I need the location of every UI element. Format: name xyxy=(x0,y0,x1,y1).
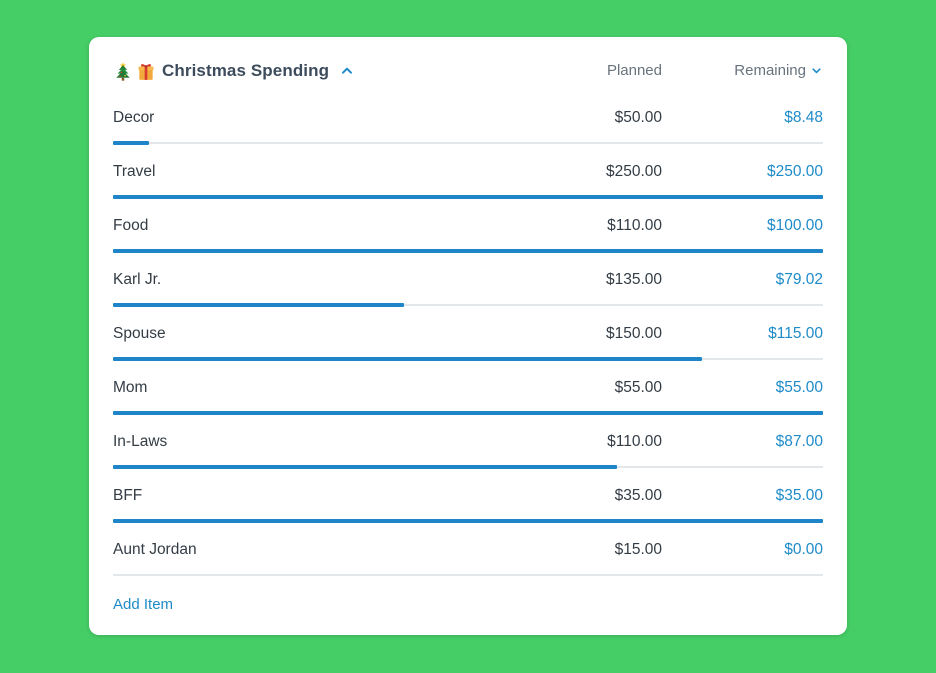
budget-item-planned-value[interactable]: $110.00 xyxy=(607,433,662,450)
column-header-planned: Planned xyxy=(606,62,662,79)
budget-item-planned-value[interactable]: $150.00 xyxy=(605,325,662,342)
progress-fill xyxy=(113,519,823,523)
budget-item-row[interactable]: Aunt Jordan $15.00 $0.00 xyxy=(113,523,823,577)
budget-item-progress-bar xyxy=(113,141,823,145)
progress-fill xyxy=(113,411,823,415)
progress-track xyxy=(113,574,823,576)
budget-item-remaining-value[interactable]: $115.00 xyxy=(768,325,823,342)
budget-item-name: Mom xyxy=(113,379,148,396)
progress-fill xyxy=(113,465,618,469)
budget-item-remaining-value[interactable]: $250.00 xyxy=(766,163,823,180)
budget-item-remaining-value[interactable]: $55.00 xyxy=(775,379,823,396)
budget-item-progress-bar xyxy=(113,519,823,523)
progress-fill xyxy=(113,357,703,361)
christmas-tree-icon xyxy=(113,61,133,82)
budget-item-row[interactable]: Travel $250.00 $250.00 xyxy=(113,145,823,199)
budget-item-planned-value[interactable]: $250.00 xyxy=(605,163,662,180)
gift-icon xyxy=(136,61,156,82)
budget-category-card: Christmas Spending Planned Remaining xyxy=(89,37,847,635)
category-footer: Add Item xyxy=(113,577,823,631)
budget-item-remaining-value[interactable]: $79.02 xyxy=(775,271,823,288)
progress-fill xyxy=(113,249,823,253)
budget-item-progress-bar xyxy=(113,357,823,361)
budget-item-remaining-value[interactable]: $8.48 xyxy=(784,109,823,126)
budget-item-name: In-Laws xyxy=(113,433,168,450)
budget-item-name: Aunt Jordan xyxy=(113,541,197,558)
budget-item-progress-bar xyxy=(113,411,823,415)
column-header-remaining-sort[interactable]: Remaining xyxy=(734,62,823,79)
budget-item-row[interactable]: BFF $35.00 $35.00 xyxy=(113,469,823,523)
budget-item-row[interactable]: Karl Jr. $135.00 $79.02 xyxy=(113,253,823,307)
budget-item-progress-bar xyxy=(113,249,823,253)
budget-item-planned-value[interactable]: $35.00 xyxy=(614,487,662,504)
progress-track xyxy=(113,304,823,306)
budget-item-name: Spouse xyxy=(113,325,166,342)
category-collapse-toggle[interactable]: Christmas Spending xyxy=(113,61,502,82)
chevron-up-icon xyxy=(339,63,355,79)
category-header: Christmas Spending Planned Remaining xyxy=(113,51,823,91)
budget-item-planned-value[interactable]: $135.00 xyxy=(605,271,662,288)
budget-item-progress-bar xyxy=(113,465,823,469)
budget-item-list: Decor $50.00 $8.48 Travel $250.00 $250.0… xyxy=(113,91,823,577)
budget-item-row[interactable]: Mom $55.00 $55.00 xyxy=(113,361,823,415)
budget-item-row[interactable]: In-Laws $110.00 $87.00 xyxy=(113,415,823,469)
budget-item-progress-bar xyxy=(113,573,823,577)
budget-item-planned-value[interactable]: $50.00 xyxy=(614,109,662,126)
budget-item-name: Karl Jr. xyxy=(113,271,162,288)
budget-item-remaining-value[interactable]: $100.00 xyxy=(766,217,823,234)
budget-item-planned-value[interactable]: $55.00 xyxy=(614,379,662,396)
budget-item-row[interactable]: Decor $50.00 $8.48 xyxy=(113,91,823,145)
budget-item-name: BFF xyxy=(113,487,143,504)
budget-item-planned-value[interactable]: $110.00 xyxy=(607,217,662,234)
category-title: Christmas Spending xyxy=(162,61,330,80)
budget-item-name: Decor xyxy=(113,109,155,126)
budget-item-remaining-value[interactable]: $87.00 xyxy=(775,433,823,450)
budget-item-remaining-value[interactable]: $35.00 xyxy=(775,487,823,504)
progress-fill xyxy=(113,141,149,145)
budget-item-progress-bar xyxy=(113,303,823,307)
column-header-remaining-label: Remaining xyxy=(734,62,806,79)
progress-track xyxy=(113,142,823,144)
progress-fill xyxy=(113,303,405,307)
budget-item-progress-bar xyxy=(113,195,823,199)
budget-item-name: Travel xyxy=(113,163,156,180)
budget-item-planned-value[interactable]: $15.00 xyxy=(614,541,662,558)
progress-fill xyxy=(113,195,823,199)
add-item-button[interactable]: Add Item xyxy=(113,595,174,613)
budget-item-name: Food xyxy=(113,217,149,234)
chevron-down-icon xyxy=(810,64,823,77)
budget-item-row[interactable]: Spouse $150.00 $115.00 xyxy=(113,307,823,361)
budget-item-row[interactable]: Food $110.00 $100.00 xyxy=(113,199,823,253)
budget-item-remaining-value[interactable]: $0.00 xyxy=(784,541,823,558)
